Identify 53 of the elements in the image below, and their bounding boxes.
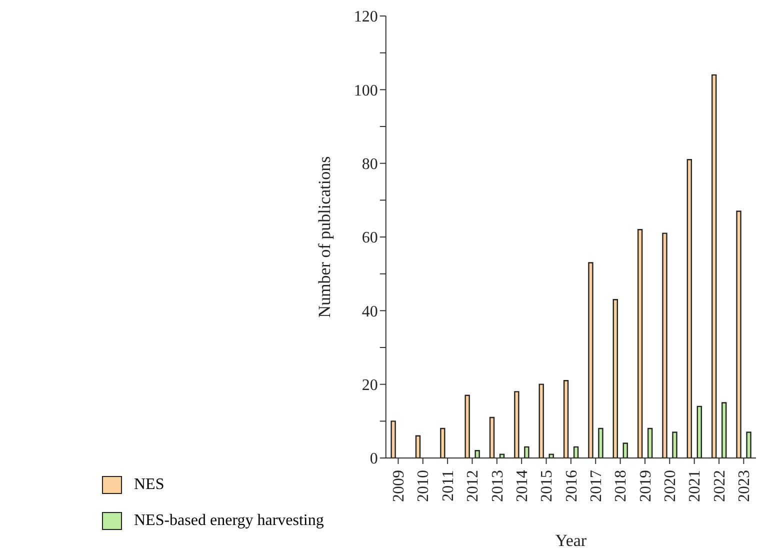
bar [538, 384, 544, 458]
bar [464, 394, 470, 458]
bar [612, 299, 618, 458]
x-tick-label: 2015 [538, 470, 556, 502]
bar [622, 442, 628, 458]
x-tick-label: 2022 [711, 470, 728, 502]
x-tick-label: 2012 [464, 470, 482, 502]
bar [524, 446, 530, 458]
y-tick-label: 0 [370, 450, 378, 468]
x-tick-label: 2014 [514, 470, 531, 502]
x-tick-label: 2021 [686, 470, 704, 502]
x-tick-label: 2009 [390, 470, 408, 502]
x-tick-label: 2013 [489, 470, 506, 502]
y-tick-label: 80 [362, 156, 378, 174]
bar [598, 428, 604, 458]
x-tick-label: 2010 [415, 470, 432, 502]
bar [746, 432, 752, 458]
bar [474, 450, 480, 458]
bar [415, 435, 421, 458]
bar [647, 428, 653, 458]
bar [573, 446, 579, 458]
bar [711, 74, 717, 458]
bar [637, 229, 643, 458]
x-tick-label: 2023 [736, 470, 754, 502]
bar [686, 159, 692, 458]
x-tick-label: 2020 [662, 470, 679, 502]
bar [662, 232, 668, 458]
bar [499, 454, 505, 458]
legend-label: NES-based energy harvesting [134, 512, 324, 530]
x-tick-label: 2016 [563, 470, 580, 502]
y-tick-label: 120 [354, 8, 378, 26]
bar [721, 402, 727, 458]
y-axis-title: Number of publications [314, 156, 334, 318]
bar [548, 454, 554, 458]
bar [390, 420, 396, 458]
y-tick-label: 40 [362, 303, 378, 320]
legend-label: NES [134, 476, 164, 494]
x-tick-label: 2011 [440, 470, 457, 502]
y-tick-label: 60 [362, 230, 378, 247]
bar [440, 428, 446, 458]
x-tick-label: 2018 [612, 470, 630, 502]
y-tick-label: 20 [362, 377, 378, 394]
x-tick-label: 2017 [588, 470, 605, 502]
bar [588, 262, 594, 458]
bar [672, 432, 678, 458]
bar [563, 380, 569, 458]
y-tick-label: 100 [354, 82, 378, 100]
bar [514, 391, 520, 458]
x-axis-title: Year [555, 531, 587, 550]
bar [736, 210, 742, 458]
bar [489, 416, 495, 458]
bar [696, 406, 702, 458]
x-tick-label: 2019 [637, 470, 654, 502]
